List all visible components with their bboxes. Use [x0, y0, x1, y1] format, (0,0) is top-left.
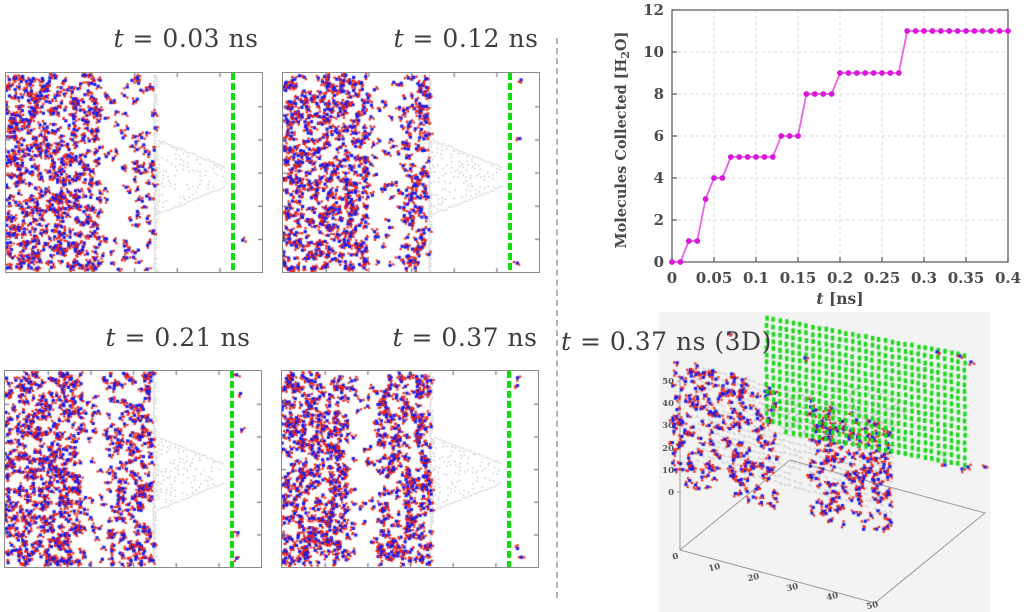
particles-canvas: [6, 73, 262, 272]
scene-3d-particles-canvas: [659, 312, 990, 612]
svg-text:10: 10: [643, 43, 664, 61]
chart-tick-labels: 0 0.05 0.1 0.15 0.2 0.25 0.3 0.35 0.4 0 2 4 6 8 10 12: [643, 1, 1021, 287]
panel-title-3d: t = 0.37 ns (3D): [561, 327, 772, 356]
time-variable: t: [113, 24, 125, 53]
svg-text:2: 2: [654, 211, 664, 229]
particles-canvas: [282, 371, 538, 567]
time-value: = 0.37 ns (3D): [571, 327, 772, 356]
svg-text:12: 12: [643, 1, 664, 19]
section-separator: [556, 38, 558, 598]
svg-text:6: 6: [654, 127, 664, 145]
svg-text:0.35: 0.35: [948, 269, 985, 287]
time-variable: t: [105, 323, 117, 352]
chart-gridlines: [671, 9, 1009, 263]
svg-text:0.3: 0.3: [911, 269, 937, 287]
time-variable: t: [392, 323, 404, 352]
chart-data-series: [669, 28, 1011, 265]
particles-canvas: [5, 371, 261, 567]
particles-canvas: [283, 73, 539, 272]
svg-text:0.05: 0.05: [696, 269, 733, 287]
svg-text:0.4: 0.4: [995, 269, 1021, 287]
svg-text:0: 0: [654, 253, 664, 271]
chart-axes-box: [671, 9, 1009, 263]
svg-text:4: 4: [654, 169, 664, 187]
panel-title-t021: t = 0.21 ns: [49, 323, 307, 352]
time-value: = 0.03 ns: [124, 24, 259, 53]
svg-text:0: 0: [667, 269, 677, 287]
svg-text:0.25: 0.25: [864, 269, 901, 287]
time-variable: t: [561, 327, 572, 356]
panel-title-t012: t = 0.12 ns: [337, 24, 595, 53]
simulation-panel-t003: [5, 72, 263, 273]
svg-text:0.2: 0.2: [827, 269, 853, 287]
simulation-panel-t037: [281, 370, 539, 568]
molecules-collected-chart: 0 0.05 0.1 0.15 0.2 0.25 0.3 0.35 0.4 0 2 4 6 8 10 12 M…: [613, 1, 1021, 308]
panel-title-t003: t = 0.03 ns: [57, 24, 315, 53]
scene-3d: 5040302010001020304050: [659, 312, 990, 612]
svg-text:0.15: 0.15: [780, 269, 817, 287]
time-value: = 0.21 ns: [116, 323, 251, 352]
simulation-panel-t021: [4, 370, 262, 568]
chart-xlabel: t [ns]: [816, 289, 863, 308]
simulation-panel-t012: [282, 72, 540, 273]
panel-title-t037: t = 0.37 ns: [336, 323, 594, 352]
svg-text:0.1: 0.1: [743, 269, 769, 287]
time-variable: t: [393, 24, 405, 53]
svg-text:8: 8: [654, 85, 664, 103]
time-value: = 0.37 ns: [403, 323, 538, 352]
time-value: = 0.12 ns: [404, 24, 539, 53]
chart-ylabel: Molecules Collected [H2O]: [613, 32, 632, 249]
